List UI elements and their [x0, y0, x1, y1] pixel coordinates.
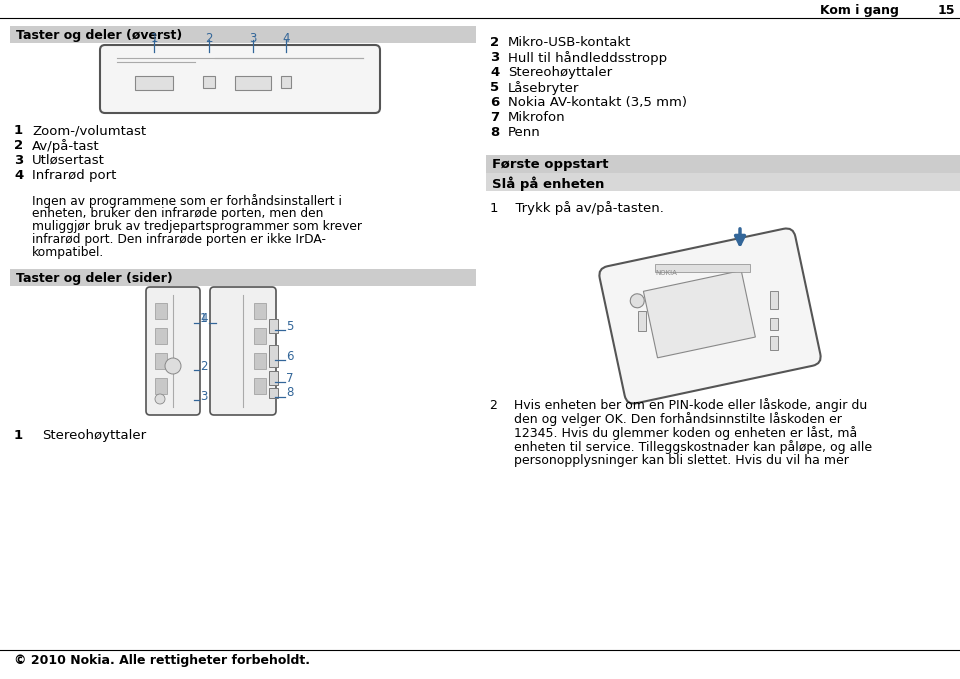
Text: NOKIA: NOKIA [655, 270, 677, 276]
Bar [10, 269, 476, 286]
Text: 7: 7 [286, 371, 294, 384]
Bar [155, 378, 167, 394]
Text: 3: 3 [200, 390, 207, 403]
Bar [655, 264, 750, 272]
Text: 2: 2 [490, 36, 499, 49]
Text: 4: 4 [490, 66, 499, 79]
Text: infrarød port. Den infrarøde porten er ikke IrDA-: infrarød port. Den infrarøde porten er i… [32, 233, 326, 246]
Text: Taster og deler (øverst): Taster og deler (øverst) [16, 29, 182, 42]
Bar [203, 76, 215, 88]
Text: 4: 4 [282, 32, 290, 45]
Text: 4: 4 [14, 169, 23, 182]
Text: 6: 6 [490, 96, 499, 109]
Text: enheten, bruker den infrarøde porten, men den: enheten, bruker den infrarøde porten, me… [32, 207, 324, 220]
Circle shape [631, 294, 644, 308]
Text: 12345. Hvis du glemmer koden og enheten er låst, må: 12345. Hvis du glemmer koden og enheten … [490, 426, 857, 440]
Text: 8: 8 [286, 386, 294, 399]
Text: Penn: Penn [508, 126, 540, 139]
Text: 5: 5 [286, 320, 294, 333]
Text: 3: 3 [14, 154, 23, 167]
Bar [269, 345, 278, 367]
Text: Nokia AV-kontakt (3,5 mm): Nokia AV-kontakt (3,5 mm) [508, 96, 687, 109]
Bar [254, 353, 266, 369]
Text: Ingen av programmene som er forhåndsinstallert i: Ingen av programmene som er forhåndsinst… [32, 194, 342, 208]
Bar [155, 303, 167, 319]
Text: 3: 3 [250, 32, 256, 45]
Text: 2: 2 [200, 359, 207, 373]
Text: Av/på-tast: Av/på-tast [32, 139, 100, 153]
Text: 7: 7 [490, 111, 499, 124]
Text: 4: 4 [201, 312, 208, 325]
Text: Mikrofon: Mikrofon [508, 111, 565, 124]
Bar [269, 388, 278, 398]
Text: enheten til service. Tilleggskostnader kan påløpe, og alle: enheten til service. Tilleggskostnader k… [490, 440, 872, 454]
FancyBboxPatch shape [100, 45, 380, 113]
Bar [269, 371, 278, 385]
Text: 1    Trykk på av/på-tasten.: 1 Trykk på av/på-tasten. [490, 201, 664, 215]
Text: 2: 2 [205, 32, 213, 45]
Bar [770, 336, 778, 350]
Text: Zoom-/volumtast: Zoom-/volumtast [32, 124, 146, 137]
Bar [254, 303, 266, 319]
Bar [235, 76, 271, 90]
Text: Mikro-USB-kontakt: Mikro-USB-kontakt [508, 36, 632, 49]
Circle shape [165, 358, 181, 374]
Text: 3: 3 [490, 51, 499, 64]
Text: Utløsertast: Utløsertast [32, 154, 105, 167]
Bar [135, 76, 173, 90]
Text: 6: 6 [286, 350, 294, 363]
Circle shape [155, 394, 165, 404]
Bar [486, 173, 960, 191]
FancyBboxPatch shape [599, 228, 821, 403]
Text: 8: 8 [490, 126, 499, 139]
Text: 5: 5 [490, 81, 499, 94]
Bar [155, 328, 167, 344]
Text: kompatibel.: kompatibel. [32, 246, 105, 259]
Text: Taster og deler (sider): Taster og deler (sider) [16, 272, 173, 285]
Bar [643, 270, 756, 358]
Text: © 2010 Nokia. Alle rettigheter forbeholdt.: © 2010 Nokia. Alle rettigheter forbehold… [14, 654, 310, 667]
Text: personopplysninger kan bli slettet. Hvis du vil ha mer: personopplysninger kan bli slettet. Hvis… [490, 454, 849, 467]
Bar [486, 155, 960, 173]
Text: Første oppstart: Første oppstart [492, 158, 609, 171]
Text: 1: 1 [151, 32, 157, 45]
Text: Stereohøyttaler: Stereohøyttaler [42, 429, 146, 442]
Text: 1: 1 [14, 124, 23, 137]
Text: Infrarød port: Infrarød port [32, 169, 116, 182]
Text: den og velger OK. Den forhåndsinnstilte låskoden er: den og velger OK. Den forhåndsinnstilte … [490, 412, 842, 426]
Bar [770, 291, 778, 309]
Bar [281, 76, 291, 88]
Bar [254, 328, 266, 344]
Bar [155, 353, 167, 369]
FancyBboxPatch shape [146, 287, 200, 415]
FancyBboxPatch shape [210, 287, 276, 415]
Bar [10, 26, 476, 43]
Text: Slå på enheten: Slå på enheten [492, 176, 605, 191]
Bar [638, 311, 646, 331]
Text: Hull til håndleddsstropp: Hull til håndleddsstropp [508, 51, 667, 65]
Text: 15: 15 [938, 4, 955, 17]
Text: 1: 1 [14, 429, 23, 442]
Text: Låsebryter: Låsebryter [508, 81, 580, 95]
Text: muliggjør bruk av tredjepartsprogrammer som krever: muliggjør bruk av tredjepartsprogrammer … [32, 220, 362, 233]
Text: 2    Hvis enheten ber om en PIN-kode eller låskode, angir du: 2 Hvis enheten ber om en PIN-kode eller … [490, 398, 867, 412]
Text: Kom i gang: Kom i gang [820, 4, 899, 17]
Text: 1: 1 [200, 312, 207, 325]
Bar [770, 318, 778, 330]
Bar [269, 319, 278, 333]
Text: 2: 2 [14, 139, 23, 152]
Bar [254, 378, 266, 394]
Text: Stereohøyttaler: Stereohøyttaler [508, 66, 612, 79]
